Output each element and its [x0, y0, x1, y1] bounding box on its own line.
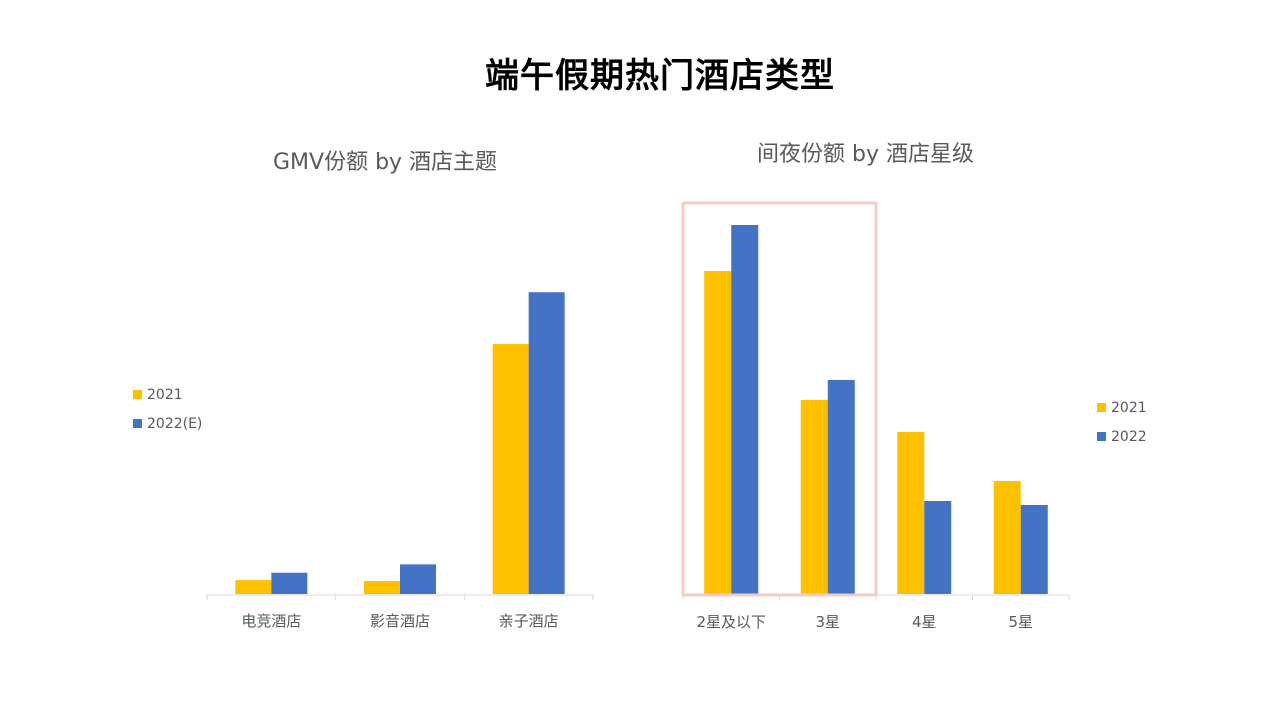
legend-swatch-2022 — [1097, 432, 1106, 441]
legend-label: 2021 — [1111, 399, 1147, 416]
legend-swatch-2021 — [133, 390, 142, 399]
bar-2022-1 — [271, 572, 308, 594]
legend-item-2022e: 2022(E) — [133, 409, 202, 438]
left-chart: 电竞酒店 影音酒店 亲子酒店 — [206, 292, 594, 630]
bar-2022-2 — [827, 380, 855, 594]
bar-2022-1 — [731, 225, 759, 594]
bar-2021-3 — [492, 344, 529, 594]
highlight-box — [681, 201, 878, 597]
x-tick-label: 3星 — [815, 613, 840, 631]
x-tick-label: 5星 — [1008, 613, 1033, 631]
legend-item-2022: 2022 — [1097, 422, 1147, 451]
legend-item-2021: 2021 — [133, 380, 202, 409]
bar-2021-4 — [993, 481, 1021, 594]
bar-2021-3 — [897, 432, 925, 594]
page-title: 端午假期热门酒店类型 — [485, 56, 835, 96]
right-chart-legend: 2021 2022 — [1097, 393, 1147, 451]
legend-item-2021: 2021 — [1097, 393, 1147, 422]
legend-swatch-2021 — [1097, 403, 1106, 412]
bar-2022-2 — [400, 564, 436, 594]
x-tick-label: 2星及以下 — [696, 613, 766, 631]
x-tick-label: 亲子酒店 — [499, 612, 559, 630]
x-tick-label: 4星 — [912, 613, 937, 631]
x-tick-label: 影音酒店 — [370, 612, 430, 630]
left-chart-legend: 2021 2022(E) — [133, 380, 202, 438]
bar-2022-3 — [924, 501, 952, 594]
bar-2021-1 — [235, 580, 272, 594]
left-chart-title: GMV份额 by 酒店主题 — [273, 150, 498, 175]
legend-label: 2021 — [147, 386, 183, 403]
x-tick-label: 电竞酒店 — [241, 612, 301, 630]
right-chart-title: 间夜份额 by 酒店星级 — [757, 142, 974, 167]
bar-2021-2 — [800, 400, 828, 594]
legend-label: 2022 — [1111, 428, 1147, 445]
bar-2022-4 — [1020, 505, 1048, 594]
bar-2022-3 — [528, 292, 565, 594]
legend-label: 2022(E) — [147, 415, 203, 432]
legend-swatch-2022e — [133, 419, 142, 428]
bar-2021-2 — [364, 581, 400, 594]
right-chart: 2星及以下 3星 4星 5星 — [681, 201, 1070, 631]
bar-2021-1 — [704, 271, 732, 594]
